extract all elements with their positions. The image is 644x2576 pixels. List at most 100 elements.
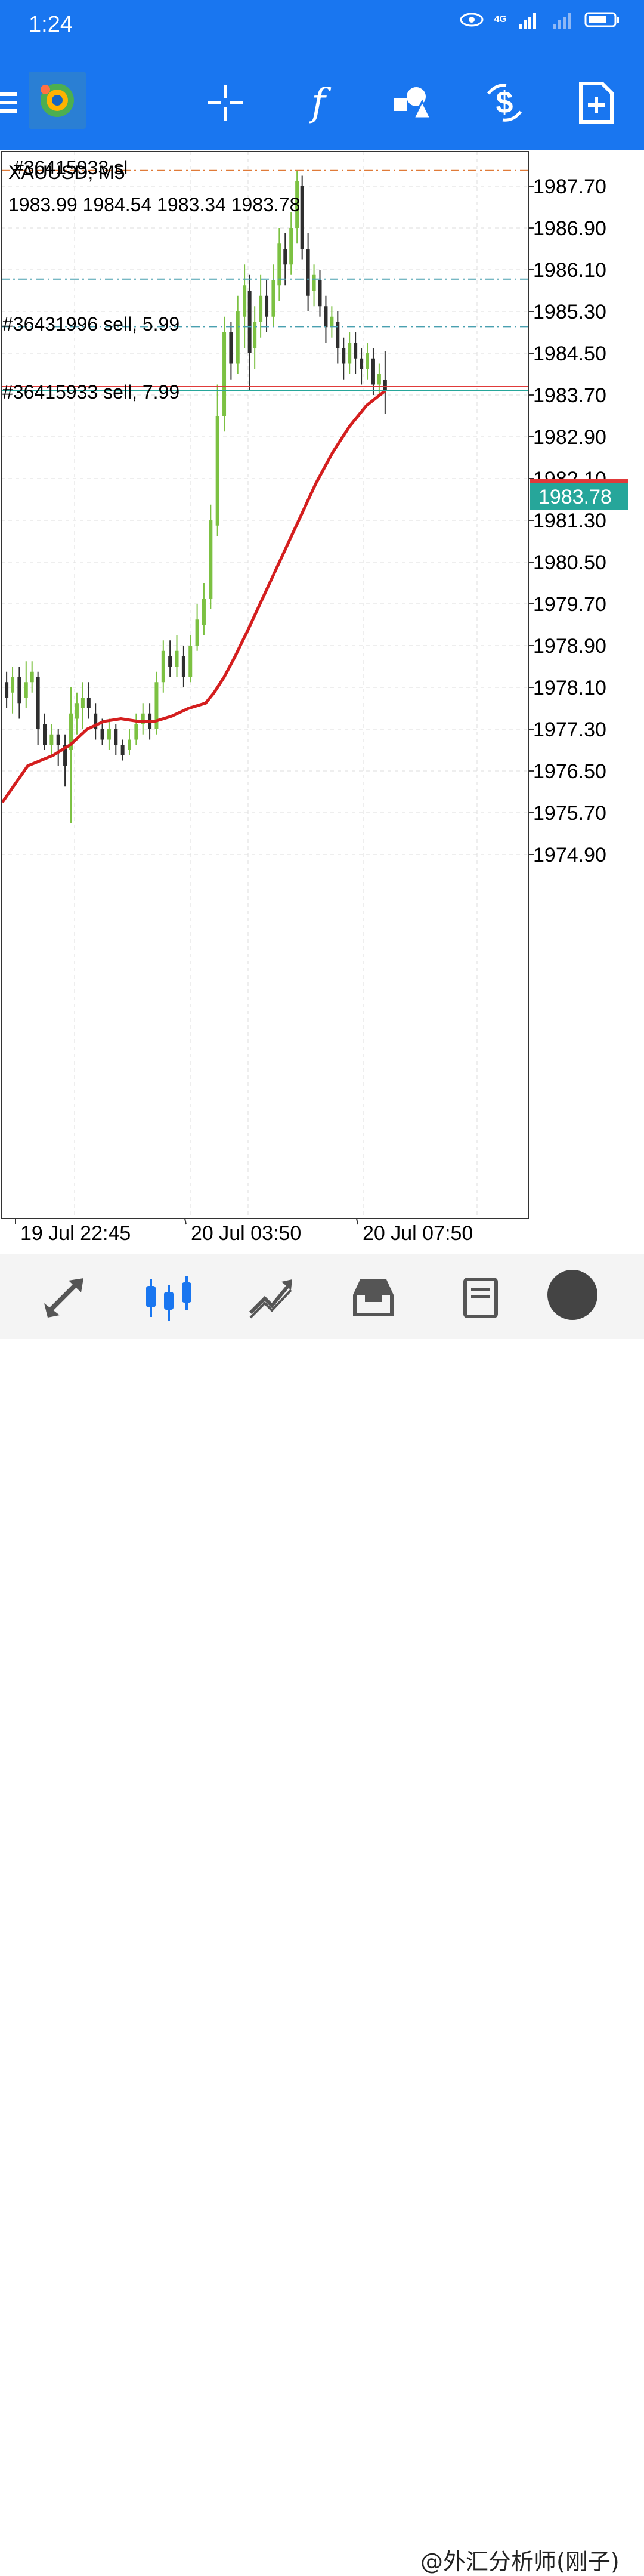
status-bar: 1:24 4G xyxy=(0,0,644,55)
menu-button[interactable] xyxy=(0,79,36,127)
candle-body xyxy=(5,682,9,698)
signal-icon-2 xyxy=(553,13,571,29)
candle-body xyxy=(243,285,247,317)
function-icon: f xyxy=(311,81,326,125)
battery-icon xyxy=(584,12,619,27)
candle-body xyxy=(181,656,185,677)
y-tick-label: 1979.70 xyxy=(533,593,606,616)
nav-trade[interactable] xyxy=(241,1271,301,1325)
ohlc-label: 1983.99 1984.54 1983.34 1983.78 xyxy=(8,194,300,215)
candle-body xyxy=(295,181,299,228)
order-label-2[interactable]: #36415933 sell, 7.99 xyxy=(2,381,179,403)
candle-body xyxy=(259,295,263,322)
x-tick-mark xyxy=(184,1218,187,1225)
candle-body xyxy=(154,682,159,729)
candle-body xyxy=(141,713,145,724)
crosshair-button[interactable] xyxy=(202,79,249,127)
new-order-button[interactable] xyxy=(572,79,620,127)
candle-body xyxy=(265,295,269,317)
sl-label: #36415933 sl xyxy=(13,157,128,178)
y-tick-label: 1977.30 xyxy=(533,718,606,741)
candle-body xyxy=(161,650,165,683)
moving-average-line xyxy=(1,390,386,803)
y-tick-label: 1978.90 xyxy=(533,635,606,658)
quotes-icon xyxy=(44,1278,83,1318)
bottom-nav: @外汇分析师(刚子) xyxy=(0,1254,644,2575)
indicators-button[interactable]: f xyxy=(295,79,342,127)
current-price-tag: 1983.78 xyxy=(530,479,628,510)
candle-body xyxy=(209,520,213,599)
candle-body xyxy=(348,343,352,364)
candle-body xyxy=(120,745,125,755)
candle-body xyxy=(247,291,252,353)
y-tick-label: 1984.50 xyxy=(533,343,606,365)
nav-history[interactable] xyxy=(343,1271,403,1325)
candle-body xyxy=(94,713,98,729)
candle-body xyxy=(229,332,233,364)
status-icons: 4G xyxy=(460,11,620,29)
candle-body xyxy=(195,619,199,646)
y-tick-label: 1976.50 xyxy=(533,760,606,783)
history-icon xyxy=(353,1279,394,1316)
trade-dollar-icon: $ xyxy=(487,84,522,122)
candle-body xyxy=(366,353,370,369)
nav-messages[interactable] xyxy=(451,1271,510,1325)
candle-body xyxy=(49,734,54,745)
candle-body xyxy=(202,599,206,625)
chart-border xyxy=(1,151,529,1219)
candle-body xyxy=(56,734,60,745)
candle-body xyxy=(330,316,334,328)
nav-avatar[interactable] xyxy=(547,1270,597,1320)
shapes-icon xyxy=(394,87,431,119)
watermark: @外汇分析师(刚子) xyxy=(420,2549,620,2575)
candle-body xyxy=(17,677,21,704)
candle-body xyxy=(300,186,304,249)
y-tick-label: 1986.90 xyxy=(533,217,606,240)
candle-body xyxy=(69,713,73,750)
candle-body xyxy=(100,729,104,740)
candle-body xyxy=(360,358,364,369)
price-chart[interactable]: 1987.70 1986.90 1986.10 1985.30 1984.50 1983.… xyxy=(0,150,644,1254)
candle-body xyxy=(342,348,346,364)
candle-body xyxy=(63,745,67,766)
messages-icon xyxy=(463,1278,498,1318)
candle-body xyxy=(175,650,179,667)
candle-body xyxy=(383,380,387,391)
candle-body xyxy=(336,322,340,348)
chart-icon xyxy=(146,1276,191,1321)
candle-body xyxy=(107,729,111,740)
x-tick-label: 19 Jul 22:45 xyxy=(20,1222,131,1245)
nav-chart[interactable] xyxy=(140,1271,199,1325)
candle-body xyxy=(36,677,40,729)
x-tick-label: 20 Jul 03:50 xyxy=(191,1222,301,1245)
candle-body xyxy=(43,724,47,745)
candle-body xyxy=(86,698,91,708)
candle-body xyxy=(324,306,328,328)
candle-body xyxy=(371,358,375,385)
order-label-1[interactable]: #36431996 sell, 5.99 xyxy=(2,313,179,335)
objects-button[interactable] xyxy=(388,79,435,127)
candle-body xyxy=(283,249,287,265)
candle-body xyxy=(236,311,240,364)
nav-quotes[interactable] xyxy=(36,1271,95,1325)
eye-icon xyxy=(460,13,484,27)
y-tick-label: 1985.30 xyxy=(533,301,606,323)
menu-icon xyxy=(0,92,17,113)
y-tick-label: 1982.90 xyxy=(533,426,606,449)
chart-area[interactable]: 1987.70 1986.90 1986.10 1985.30 1984.50 1983.… xyxy=(0,150,644,1254)
candle-body xyxy=(80,698,85,708)
candle-body xyxy=(318,280,322,307)
candle-body xyxy=(377,374,381,385)
metatrader-logo[interactable] xyxy=(29,72,86,129)
trade-button[interactable]: $ xyxy=(481,79,528,127)
candle-body xyxy=(168,656,172,667)
candle-body xyxy=(128,739,131,750)
candle-body xyxy=(222,332,227,416)
y-tick-label: 1986.10 xyxy=(533,259,606,282)
candle-body xyxy=(354,343,358,359)
candle-body xyxy=(215,416,219,526)
network-label: 4G xyxy=(494,14,507,24)
y-tick-label: 1974.90 xyxy=(533,844,606,866)
trade-icon xyxy=(249,1279,292,1319)
candle-body xyxy=(277,243,281,286)
